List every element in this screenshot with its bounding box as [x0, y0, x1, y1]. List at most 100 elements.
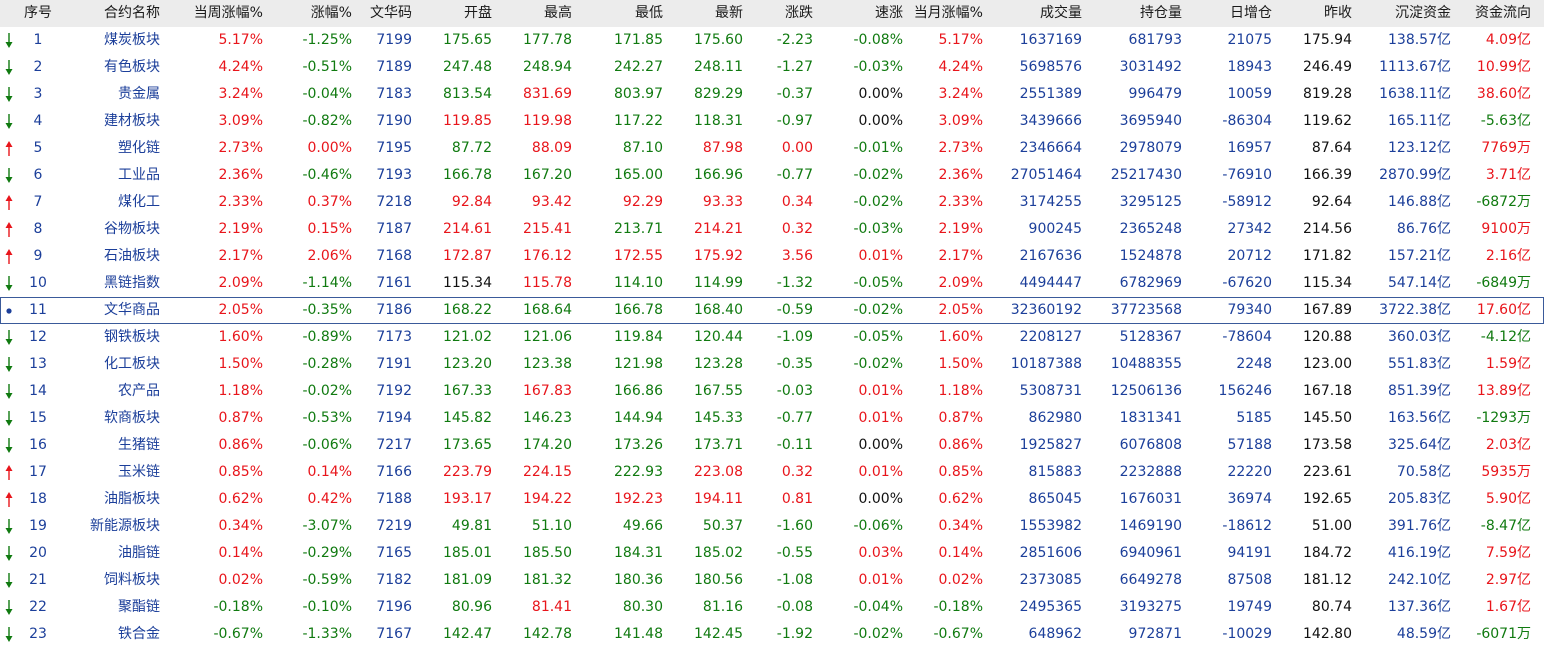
header-low[interactable]: 最低	[635, 5, 663, 21]
header-last[interactable]: 最新	[715, 5, 743, 21]
table-row[interactable]: 3 贵金属 3.24% -0.04% 7183 813.54 831.69 803.97 829…	[0, 81, 1544, 108]
table-row[interactable]: 5 塑化链 2.73% 0.00% 7195 87.72 88.09 87.10 87.98 0.…	[0, 135, 1544, 162]
cell-open: 115.34	[443, 275, 492, 291]
cell-open-interest: 3031492	[1119, 59, 1182, 75]
table-row[interactable]: 13 化工板块 1.50% -0.28% 7191 123.20 123.38 121.98 1…	[0, 351, 1544, 378]
cell-contract-name: 钢铁板块	[104, 329, 160, 345]
cell-settled-capital: 86.76亿	[1396, 221, 1451, 237]
cell-last: 180.56	[694, 572, 743, 588]
cell-wenhua-code: 7188	[376, 491, 412, 507]
cell-open: 167.33	[443, 383, 492, 399]
cell-daily-oi-change: 2248	[1236, 356, 1272, 372]
header-settled-capital[interactable]: 沉淀资金	[1395, 5, 1451, 21]
cell-high: 121.06	[523, 329, 572, 345]
cell-change: 0.32	[781, 221, 813, 237]
cell-high: 119.98	[523, 113, 572, 129]
table-row[interactable]: 16 生猪链 0.86% -0.06% 7217 173.65 174.20 173.26 17…	[0, 432, 1544, 459]
cell-open: 119.85	[443, 113, 492, 129]
header-speed[interactable]: 速涨	[875, 5, 903, 21]
table-row[interactable]: 23 铁合金 -0.67% -1.33% 7167 142.47 142.78 141.48 1…	[0, 621, 1544, 648]
cell-capital-flow: -6872万	[1476, 194, 1531, 210]
cell-change-pct: 0.15%	[307, 221, 352, 237]
header-change[interactable]: 涨跌	[785, 5, 813, 21]
header-weekly-change[interactable]: 当周涨幅%	[193, 5, 263, 21]
table-row[interactable]: 2 有色板块 4.24% -0.51% 7189 247.48 248.94 242.27 24…	[0, 54, 1544, 81]
table-row[interactable]: 12 钢铁板块 1.60% -0.89% 7173 121.02 121.06 119.84 1…	[0, 324, 1544, 351]
cell-daily-oi-change: -86304	[1222, 113, 1272, 129]
cell-wenhua-code: 7173	[376, 329, 412, 345]
header-monthly-change[interactable]: 当月涨幅%	[913, 5, 983, 21]
cell-speed: -0.03%	[853, 221, 903, 237]
arrow-down-icon	[5, 438, 13, 453]
header-open[interactable]: 开盘	[464, 5, 492, 21]
cell-settled-capital: 416.19亿	[1388, 545, 1451, 561]
table-row[interactable]: 11 文华商品 2.05% -0.35% 7186 168.22 168.64 166.78 1…	[0, 297, 1544, 324]
cell-open-interest: 12506136	[1110, 383, 1182, 399]
table-row[interactable]: 10 黑链指数 2.09% -1.14% 7161 115.34 115.78 114.10 1…	[0, 270, 1544, 297]
cell-monthly-change: 0.86%	[938, 437, 983, 453]
table-row[interactable]: 18 油脂板块 0.62% 0.42% 7188 193.17 194.22 192.23 19…	[0, 486, 1544, 513]
table-row[interactable]: 15 软商板块 0.87% -0.53% 7194 145.82 146.23 144.94 1…	[0, 405, 1544, 432]
table-row[interactable]: 21 饲料板块 0.02% -0.59% 7182 181.09 181.32 180.36 1…	[0, 567, 1544, 594]
cell-open: 92.84	[451, 194, 492, 210]
cell-contract-name: 建材板块	[104, 113, 160, 129]
cell-low: 141.48	[614, 626, 663, 642]
cell-wenhua-code: 7161	[376, 275, 412, 291]
table-row[interactable]: 1 煤炭板块 5.17% -1.25% 7199 175.65 177.78 171.85 17…	[0, 27, 1544, 54]
cell-speed: 0.00%	[858, 437, 903, 453]
cell-capital-flow: 2.16亿	[1485, 248, 1531, 264]
table-row[interactable]: 6 工业品 2.36% -0.46% 7193 166.78 167.20 165.00 166…	[0, 162, 1544, 189]
arrow-down-icon	[5, 87, 13, 102]
cell-change: 0.81	[781, 491, 813, 507]
cell-volume: 32360192	[1010, 302, 1082, 318]
cell-speed: 0.01%	[858, 464, 903, 480]
header-volume[interactable]: 成交量	[1040, 5, 1082, 21]
cell-speed: 0.03%	[858, 545, 903, 561]
cell-capital-flow: 3.71亿	[1485, 167, 1531, 183]
cell-volume: 5698576	[1019, 59, 1082, 75]
header-wenhua-code[interactable]: 文华码	[370, 5, 412, 21]
header-seq[interactable]: 序号	[24, 5, 52, 21]
cell-seq: 1	[33, 32, 43, 48]
table-row[interactable]: 19 新能源板块 0.34% -3.07% 7219 49.81 51.10 49.66 50.…	[0, 513, 1544, 540]
cell-contract-name: 化工板块	[104, 356, 160, 372]
cell-low: 213.71	[614, 221, 663, 237]
cell-settled-capital: 851.39亿	[1388, 383, 1451, 399]
table-row[interactable]: 14 农产品 1.18% -0.02% 7192 167.33 167.83 166.86 16…	[0, 378, 1544, 405]
cell-seq: 15	[29, 410, 47, 426]
cell-settled-capital: 547.14亿	[1388, 275, 1451, 291]
cell-low: 166.86	[614, 383, 663, 399]
header-high[interactable]: 最高	[544, 5, 572, 21]
header-capital-flow[interactable]: 资金流向	[1475, 5, 1531, 21]
cell-open-interest: 3193275	[1119, 599, 1182, 615]
cell-open-interest: 6940961	[1119, 545, 1182, 561]
table-row[interactable]: 22 聚酯链 -0.18% -0.10% 7196 80.96 81.41 80.30 81.1…	[0, 594, 1544, 621]
cell-change: 0.32	[781, 464, 813, 480]
arrow-down-icon	[5, 276, 13, 291]
table-row[interactable]: 8 谷物板块 2.19% 0.15% 7187 214.61 215.41 213.71 214…	[0, 216, 1544, 243]
table-row[interactable]: 4 建材板块 3.09% -0.82% 7190 119.85 119.98 117.22 11…	[0, 108, 1544, 135]
header-open-interest[interactable]: 持仓量	[1140, 5, 1182, 21]
arrow-up-icon	[5, 492, 13, 507]
cell-prev-close: 214.56	[1303, 221, 1352, 237]
cell-settled-capital: 325.64亿	[1388, 437, 1451, 453]
cell-monthly-change: 0.14%	[938, 545, 983, 561]
cell-low: 92.29	[622, 194, 663, 210]
table-row[interactable]: 17 玉米链 0.85% 0.14% 7166 223.79 224.15 222.93 223…	[0, 459, 1544, 486]
cell-monthly-change: 0.62%	[938, 491, 983, 507]
cell-daily-oi-change: 18943	[1227, 59, 1272, 75]
table-row[interactable]: 9 石油板块 2.17% 2.06% 7168 172.87 176.12 172.55 175…	[0, 243, 1544, 270]
cell-low: 184.31	[614, 545, 663, 561]
cell-low: 192.23	[614, 491, 663, 507]
table-row[interactable]: 7 煤化工 2.33% 0.37% 7218 92.84 93.42 92.29 93.33 0.…	[0, 189, 1544, 216]
header-change-pct[interactable]: 涨幅%	[310, 5, 352, 21]
header-contract-name[interactable]: 合约名称	[104, 5, 160, 21]
table-row[interactable]: 20 油脂链 0.14% -0.29% 7165 185.01 185.50 184.31 18…	[0, 540, 1544, 567]
cell-open-interest: 5128367	[1119, 329, 1182, 345]
header-prev-close[interactable]: 昨收	[1324, 5, 1352, 21]
arrow-up-icon	[5, 249, 13, 264]
cell-contract-name: 聚酯链	[118, 599, 160, 615]
header-daily-oi-change[interactable]: 日增仓	[1230, 5, 1272, 21]
cell-change-pct: -0.59%	[302, 572, 352, 588]
cell-contract-name: 铁合金	[118, 626, 160, 642]
